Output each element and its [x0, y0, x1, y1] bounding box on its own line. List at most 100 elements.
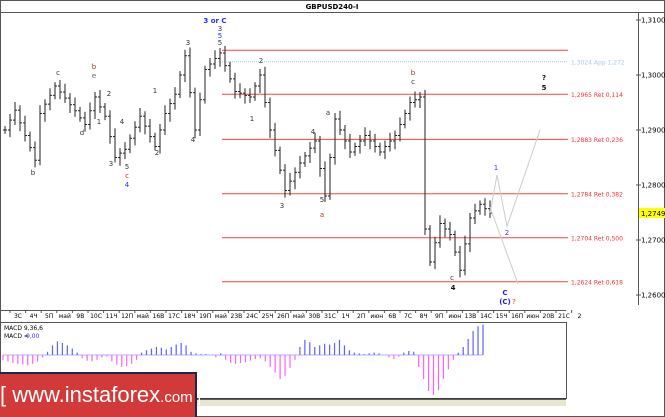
wave-label: ?	[542, 74, 546, 82]
x-tick-label: 3С	[14, 313, 22, 320]
x-tick-label: 13В	[465, 313, 477, 320]
x-tick-label: 17С	[168, 313, 180, 320]
y-tick-label: 1,2800	[641, 182, 665, 190]
y-tick-label: 1,2600	[641, 292, 665, 300]
wave-label: 5	[320, 196, 324, 204]
x-tick-label: 20В	[543, 313, 555, 320]
macd-value-label: MACD =	[4, 333, 29, 340]
x-tick-label: 9В	[76, 313, 84, 320]
current-price-marker: 1,2749	[639, 208, 665, 218]
wave-label: 2	[505, 229, 509, 237]
macd-value: 0,00	[26, 333, 40, 340]
x-tick-label: 16П	[511, 313, 523, 320]
x-tick-label: май	[137, 313, 149, 320]
x-tick-label: 2П	[357, 313, 365, 320]
wave-label: 3	[280, 202, 284, 210]
x-tick-label: 24С	[246, 313, 258, 320]
current-price-box	[639, 208, 665, 218]
instaforex-logo[interactable]: [ www.instaforex.com ]	[0, 372, 201, 417]
wave-label: 1	[250, 115, 254, 123]
y-tick-label: 1,2900	[641, 127, 665, 135]
wave-label: 3	[186, 39, 190, 47]
wave-label: 4	[451, 284, 456, 292]
x-tick-label: 14С	[480, 313, 492, 320]
y-tick-label: 1,3100	[641, 17, 665, 25]
wave-label: 1	[494, 164, 498, 172]
fibonacci-levels: 1,3024 App 1,272 1,2965 Ret 0,114 1,2883 R…	[222, 49, 625, 286]
wave-label: 5	[218, 32, 222, 40]
date-axis: 3С 4Ч 5П май 9В 10С 11Ч 12П май 16В 17С 18Ч 19П май 23…	[9, 310, 582, 320]
x-tick-label: 23В	[231, 313, 243, 320]
chart-title: GBPUSD240-I	[306, 3, 359, 11]
x-tick-label: 12П	[121, 313, 133, 320]
x-tick-label: 2	[578, 313, 582, 320]
wave-label: a	[326, 109, 330, 117]
x-tick-label: 6В	[388, 313, 396, 320]
level-label: 1,2883 Ret 0,236	[571, 137, 623, 144]
x-tick-label: 8Ч	[420, 313, 428, 320]
x-tick-label: 30В	[309, 313, 321, 320]
wave-label: b	[92, 63, 97, 71]
wave-label: 1	[153, 87, 157, 95]
wave-label: 2	[259, 57, 263, 65]
wave-label: 1	[97, 118, 101, 126]
wave-label: c	[411, 78, 415, 86]
x-tick-label: май	[215, 313, 227, 320]
wave-label: c	[56, 69, 60, 77]
x-tick-label: 25Ч	[262, 313, 274, 320]
x-tick-label: 18Ч	[184, 313, 196, 320]
wave-label: b	[31, 169, 36, 177]
x-tick-label: 10С	[90, 313, 102, 320]
x-tick-label: 15Ч	[496, 313, 508, 320]
x-tick-label: май	[293, 313, 305, 320]
price-bars	[3, 45, 492, 278]
x-tick-label: 7С	[404, 313, 412, 320]
x-tick-label: 21С	[558, 313, 570, 320]
wave-label: ?	[512, 298, 516, 306]
wave-label: 3	[109, 160, 113, 168]
y-tick-label: 1,3000	[641, 72, 665, 80]
wave-label: c	[125, 172, 129, 180]
wave-label: c	[450, 274, 454, 282]
wave-label: b	[411, 69, 416, 77]
wave-label: 5	[125, 163, 129, 171]
projection-alt-path	[489, 206, 519, 285]
x-tick-label: май	[59, 313, 71, 320]
level-label: 1,2784 Ret 0,382	[571, 191, 623, 198]
current-price-label: 1,2749	[641, 210, 665, 218]
x-tick-label: 16В	[153, 313, 165, 320]
wave-label: 5	[542, 84, 547, 92]
projection-main-path	[489, 129, 541, 229]
x-tick-label: июн	[526, 313, 539, 320]
price-axis: 1,3100 1,3000 1,2900 1,2800 1,2700 1,2600	[636, 17, 665, 300]
wave-projection	[489, 129, 541, 285]
wave-label: 4	[311, 128, 316, 136]
wave-label: 5	[218, 39, 222, 47]
x-tick-label: 9П	[435, 313, 443, 320]
wave-label: 4	[125, 181, 130, 189]
x-tick-label: 11Ч	[106, 313, 118, 320]
x-tick-label: июн	[448, 313, 461, 320]
wave-label: e	[92, 72, 96, 80]
y-tick-label: 1,2700	[641, 237, 665, 245]
x-tick-label: 26П	[277, 313, 289, 320]
wave-label: 2	[155, 149, 159, 157]
wave-label: d	[80, 129, 84, 137]
macd-title: MACD 9,36,6	[4, 325, 43, 332]
level-label: 1,2704 Ret 0,500	[571, 235, 623, 242]
wave-label: (C)	[499, 298, 511, 306]
x-tick-label: 31С	[324, 313, 336, 320]
x-tick-label: 4Ч	[30, 313, 38, 320]
scroll-strip[interactable]	[197, 399, 566, 406]
wave-label: 2	[107, 90, 111, 98]
x-tick-label: 5П	[45, 313, 53, 320]
logo-text: [ www.instaforex	[0, 382, 161, 407]
logo-suffix: .com ]	[160, 389, 202, 406]
wave-label: a	[320, 211, 324, 219]
level-label: 1,3024 App 1,272	[571, 59, 625, 66]
level-label: 1,2624 Ret 0,618	[571, 279, 623, 286]
x-tick-label: 19П	[199, 313, 211, 320]
